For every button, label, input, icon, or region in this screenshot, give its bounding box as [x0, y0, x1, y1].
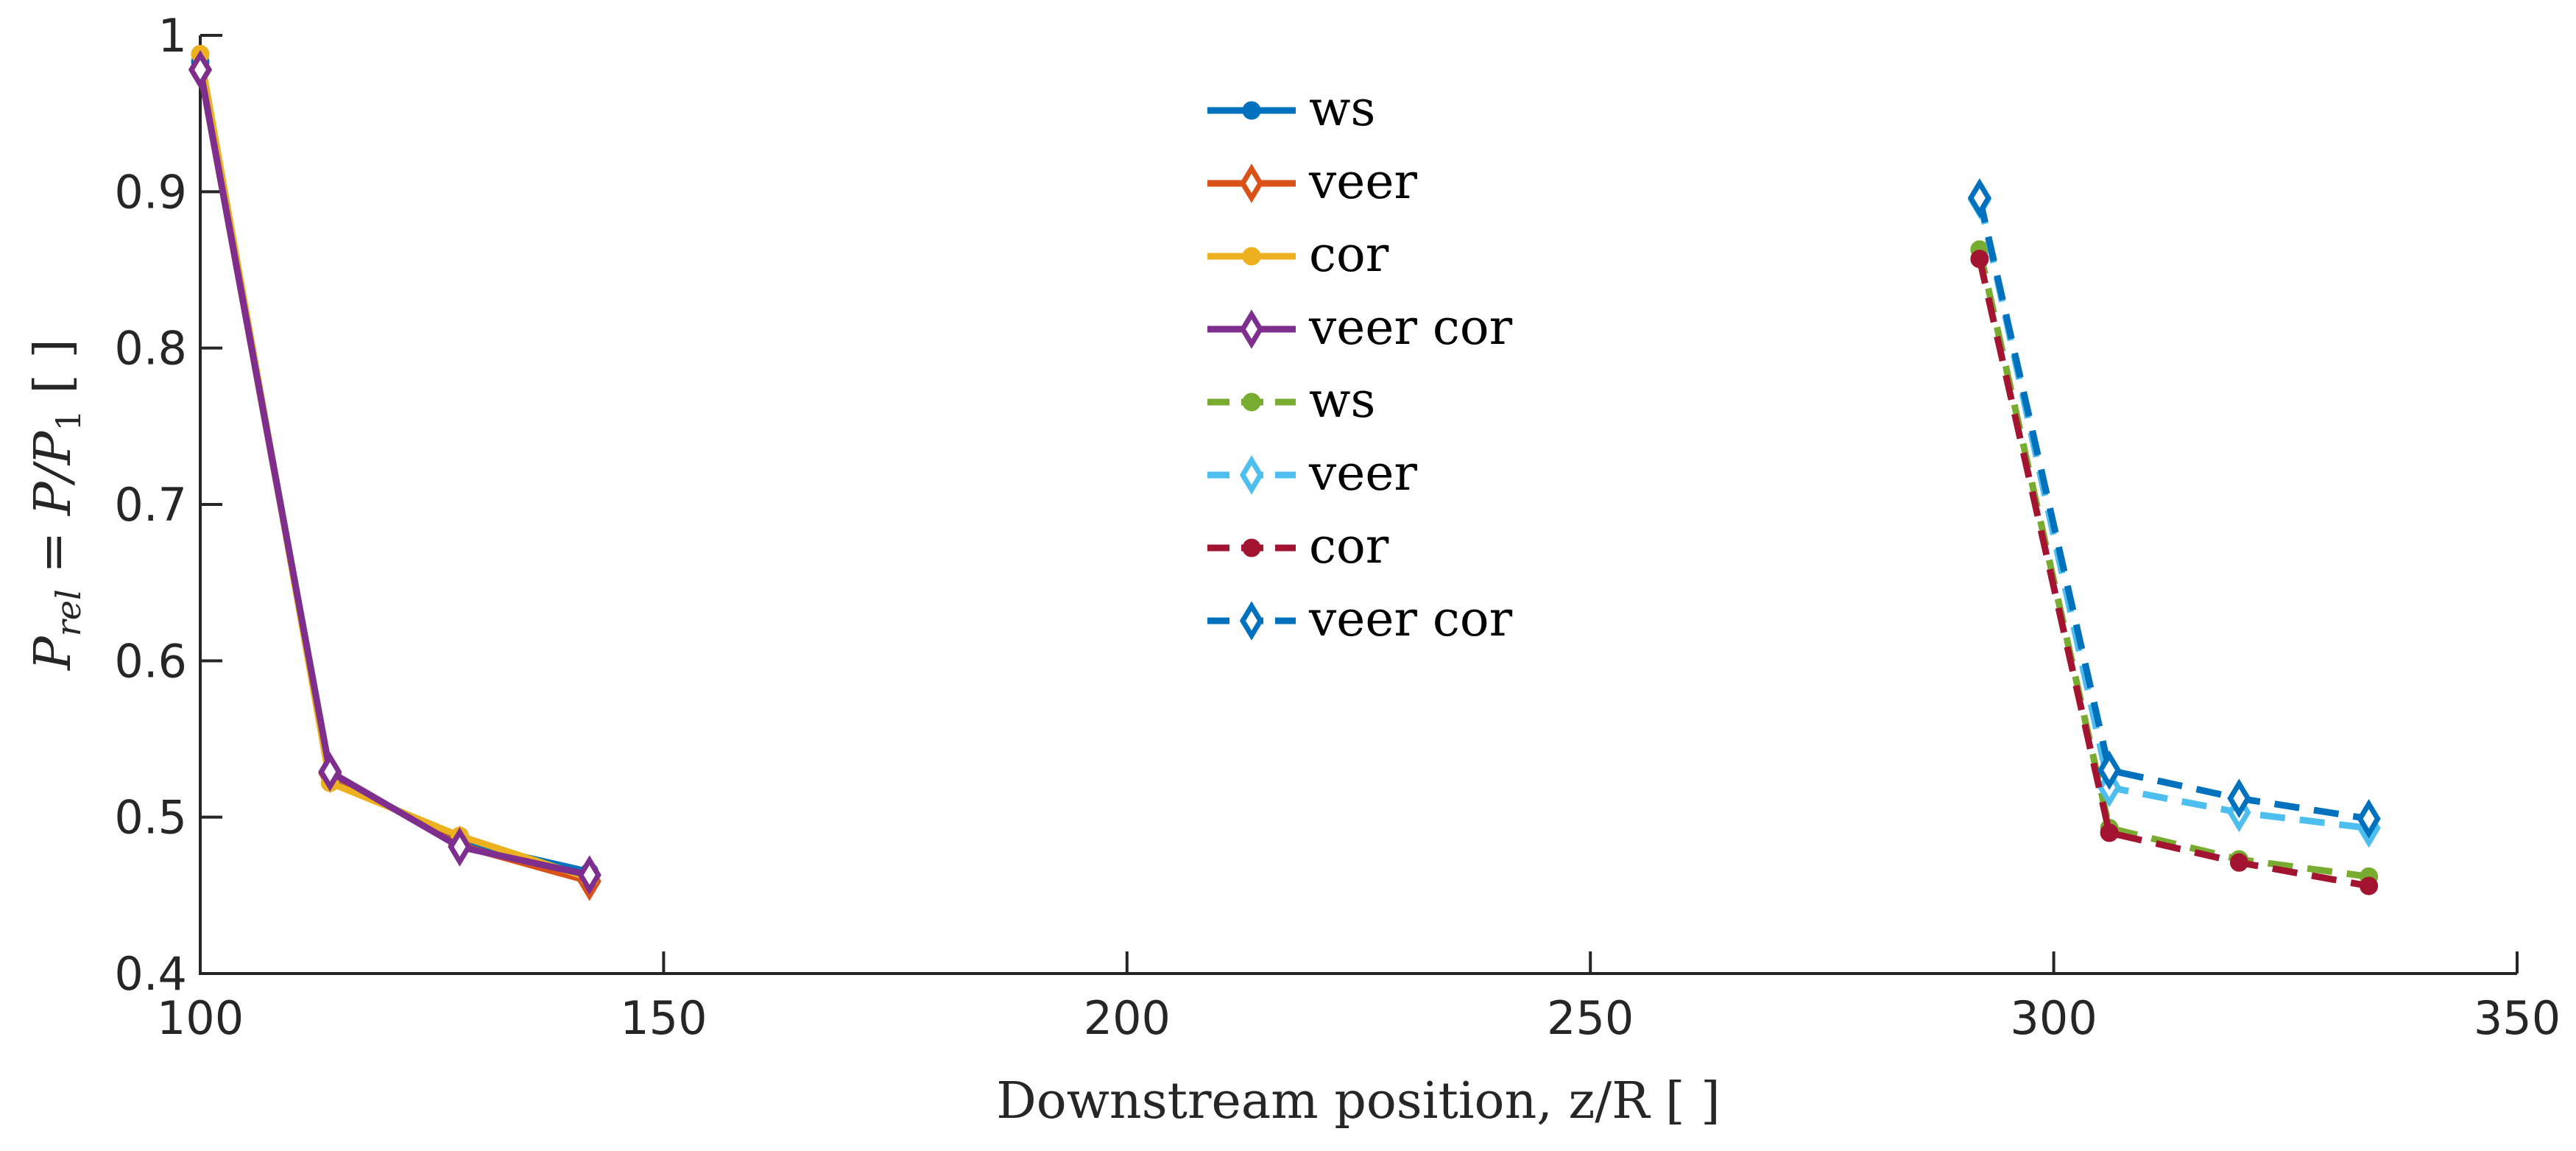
legend-label: veer [1308, 153, 1417, 210]
x-tick-label: 300 [2010, 991, 2097, 1045]
data-point [2357, 798, 2381, 839]
data-point [188, 49, 213, 90]
y-axis-title-sub1: 1 [49, 409, 88, 431]
legend-item: cor [1207, 518, 1389, 574]
x-tick-label: 200 [1084, 991, 1171, 1045]
legend-marker [1242, 538, 1261, 557]
series-6 [1970, 250, 2379, 895]
data-point [2097, 750, 2122, 790]
legend-marker [1239, 455, 1264, 495]
y-axis-title-unit: [ ] [24, 339, 82, 409]
series-3 [188, 49, 601, 895]
x-tick-label: 250 [1547, 991, 1634, 1045]
data-point [2229, 853, 2248, 872]
legend-marker [1242, 101, 1261, 120]
series-2 [191, 44, 599, 887]
data-point [2360, 876, 2379, 895]
legend-item: cor [1207, 226, 1389, 283]
legend-item: veer [1207, 153, 1417, 210]
series-line [197, 61, 590, 876]
legend-item: veer cor [1207, 299, 1513, 356]
series-layer [188, 44, 2381, 901]
series-line [197, 68, 590, 885]
data-point [2227, 778, 2251, 818]
y-axis-title-p: P [24, 636, 82, 672]
y-tick-label: 0.7 [114, 478, 187, 532]
legend-marker [1242, 393, 1261, 412]
x-tick-label: 350 [2474, 991, 2561, 1045]
data-point [1967, 178, 1991, 218]
legend-label: veer cor [1308, 591, 1513, 647]
legend-marker [1239, 309, 1264, 349]
legend-item: veer [1207, 445, 1417, 501]
y-tick-label: 0.9 [114, 165, 187, 219]
y-axis-title-eq: = P/P [24, 430, 82, 589]
data-point [1970, 250, 1989, 269]
y-axis-title-sub: rel [49, 589, 88, 636]
series-line [197, 68, 590, 879]
legend-label: cor [1309, 518, 1389, 574]
y-axis-title: Prel = P/P1 [ ] [24, 339, 88, 672]
series-line [1976, 258, 2370, 890]
y-tick-label: 1 [158, 9, 187, 63]
y-tick-label: 0.5 [114, 791, 187, 845]
legend-marker [1239, 163, 1264, 203]
legend-label: veer [1308, 445, 1417, 501]
legend-marker [1242, 247, 1261, 266]
data-point [577, 855, 601, 895]
series-4 [1970, 240, 2379, 886]
legend-marker [1239, 601, 1264, 641]
x-tick-label: 150 [620, 991, 707, 1045]
legend-label: ws [1309, 372, 1375, 429]
series-line [1976, 197, 2370, 823]
legend: ws veer cor veer cor ws veer cor veer cor [1207, 80, 1513, 647]
legend-label: veer cor [1308, 299, 1513, 356]
ticks: 100 150 200 250 300 350 0.4 0.5 0.6 0.7 0.8 0.9 1 [114, 9, 2561, 1045]
legend-item: veer cor [1207, 591, 1513, 647]
legend-label: cor [1309, 226, 1389, 283]
series-7 [1967, 178, 2381, 839]
y-tick-label: 0.4 [114, 947, 187, 1001]
data-point [2100, 823, 2119, 842]
series-line [197, 53, 591, 881]
series-0 [191, 52, 599, 881]
data-point [448, 827, 472, 867]
series-5 [1967, 180, 2381, 848]
data-point [318, 752, 342, 792]
y-tick-label: 0.6 [114, 634, 187, 688]
series-1 [188, 49, 601, 901]
legend-item: ws [1207, 372, 1375, 429]
x-axis-title: Downstream position, z/R [ ] [996, 1072, 1720, 1130]
legend-item: ws [1207, 80, 1375, 137]
legend-label: ws [1309, 80, 1375, 137]
y-tick-label: 0.8 [114, 322, 187, 376]
x-tick-label: 100 [157, 991, 244, 1045]
